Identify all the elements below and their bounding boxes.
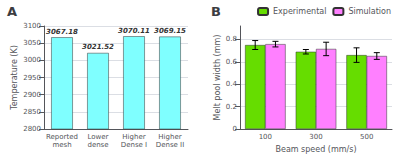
svg-text:0.4: 0.4: [226, 80, 238, 88]
svg-text:3070.11: 3070.11: [118, 27, 150, 35]
svg-text:Simulation: Simulation: [348, 7, 391, 16]
svg-text:3000: 3000: [23, 56, 41, 64]
svg-text:A: A: [7, 4, 17, 19]
svg-text:Dense II: Dense II: [156, 141, 184, 149]
svg-text:Temperature (K): Temperature (K): [10, 45, 19, 111]
svg-text:0: 0: [233, 125, 237, 133]
svg-text:Dense I: Dense I: [121, 141, 147, 149]
svg-text:3050: 3050: [23, 39, 41, 47]
svg-text:0.2: 0.2: [226, 103, 237, 111]
svg-text:Melt pool width (mm): Melt pool width (mm): [213, 35, 222, 121]
svg-text:3021.52: 3021.52: [82, 43, 114, 51]
svg-text:Beam speed (mm/s): Beam speed (mm/s): [275, 145, 356, 154]
svg-text:B: B: [211, 4, 221, 19]
svg-text:Higher: Higher: [158, 133, 181, 141]
svg-text:mesh: mesh: [52, 141, 71, 149]
svg-text:0.6: 0.6: [226, 58, 238, 66]
svg-text:2950: 2950: [23, 74, 41, 82]
svg-text:300: 300: [309, 133, 322, 141]
svg-text:Experimental: Experimental: [273, 7, 326, 16]
svg-text:0.8: 0.8: [226, 35, 237, 43]
svg-text:2900: 2900: [23, 91, 41, 99]
svg-text:dense: dense: [87, 141, 108, 149]
svg-text:2850: 2850: [23, 108, 41, 116]
svg-text:3067.18: 3067.18: [46, 28, 78, 36]
svg-text:Higher: Higher: [122, 133, 145, 141]
svg-text:Lower: Lower: [88, 133, 109, 141]
svg-text:500: 500: [360, 133, 373, 141]
svg-text:2800: 2800: [23, 125, 41, 133]
svg-text:Reported: Reported: [46, 133, 78, 141]
svg-text:3069.15: 3069.15: [154, 27, 186, 35]
svg-text:100: 100: [259, 133, 272, 141]
svg-text:3100: 3100: [23, 22, 41, 30]
